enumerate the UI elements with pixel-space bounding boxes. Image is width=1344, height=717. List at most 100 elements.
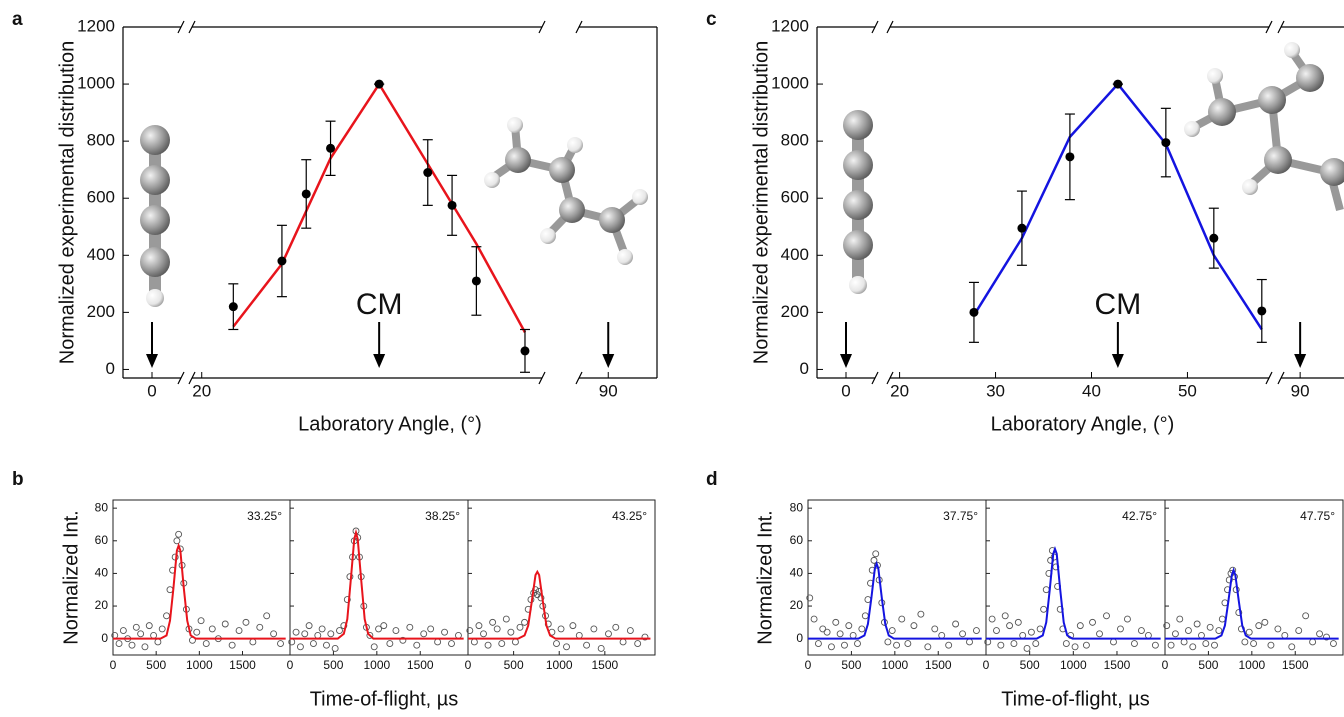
arrow-head [146,354,158,368]
data-point [209,626,215,632]
y-tick-label: 60 [790,533,804,547]
data-point [850,632,856,638]
data-point [129,642,135,648]
x-tick-label: 1000 [546,658,573,672]
data-point [421,631,427,637]
data-point [1282,632,1288,638]
arrow-head [602,354,614,368]
molecule-diacetylene-c [843,110,873,294]
data-point [277,257,286,266]
molecule-isoprene-c [1184,42,1344,210]
data-point [1090,619,1096,625]
data-point [558,626,564,632]
x-tick-label: 500 [841,658,861,672]
data-point [423,168,432,177]
y-tick-label: 60 [95,533,109,547]
data-point [1211,642,1217,648]
panel-letter: d [706,469,718,490]
data-point [517,624,523,630]
data-point [1024,645,1030,651]
angle-label: 38.25° [425,509,460,523]
x-tick-label: 20 [890,381,909,400]
data-point [1043,587,1049,593]
x-axis-title: Laboratory Angle, (°) [298,413,482,435]
x-tick-label: 0 [147,381,156,400]
data-point [1194,621,1200,627]
data-point [155,639,161,645]
data-point [911,623,917,629]
data-point [176,531,182,537]
y-axis-title: Normalized Int. [754,510,776,645]
data-point [257,624,263,630]
data-point [336,628,342,634]
x-tick-label: 0 [983,658,990,672]
data-point [471,639,477,645]
y-tick-label: 1200 [77,16,115,35]
data-point [302,631,308,637]
data-point [120,628,126,634]
x-tick-label: 1500 [1282,658,1309,672]
data-point [598,645,604,651]
subpanel-frame [1165,500,1343,655]
data-point [1246,629,1252,635]
data-point [1251,641,1257,647]
y-tick-label: 40 [790,566,804,580]
data-point [323,642,329,648]
data-point [620,639,626,645]
data-point [613,624,619,630]
data-point [859,626,865,632]
fit-line [468,572,650,639]
x-tick-label: 1500 [925,658,952,672]
data-point [472,276,481,285]
data-point [1117,626,1123,632]
data-point [1077,623,1083,629]
data-point [1310,639,1316,645]
angle-label: 43.25° [612,509,647,523]
data-point [820,626,826,632]
y-tick-label: 600 [87,188,115,207]
data-point [133,624,139,630]
y-tick-label: 600 [781,188,809,207]
y-tick-label: 20 [790,598,804,612]
data-point [1219,616,1225,622]
data-point [1177,616,1183,622]
data-point [522,619,528,625]
data-point [138,631,144,637]
data-point [159,626,165,632]
data-point [1275,626,1281,632]
data-point [833,619,839,625]
y-tick-label: 800 [87,131,115,150]
x-tick-label: 30 [986,381,1005,400]
annotation: CM [356,288,403,321]
x-tick-label: 90 [1291,381,1310,400]
data-point [1262,619,1268,625]
data-point [1330,641,1336,647]
data-point [393,628,399,634]
data-point [973,628,979,634]
x-axis-title: Laboratory Angle, (°) [991,413,1175,435]
data-point [894,642,900,648]
y-tick-label: 0 [800,359,809,378]
fit-line [113,546,286,639]
data-point [198,618,204,624]
data-point [1216,628,1222,634]
x-tick-label: 500 [1020,658,1040,672]
data-point [306,623,312,629]
data-point [918,611,924,617]
x-tick-label: 1000 [1060,658,1087,672]
data-point [297,644,303,650]
y-tick-label: 0 [101,631,108,645]
data-point [553,641,559,647]
data-point [1242,639,1248,645]
arrow-head [1112,354,1124,368]
data-point [448,201,457,210]
data-point [564,644,570,650]
data-point [1007,623,1013,629]
data-point [508,629,514,635]
data-point [222,621,228,627]
data-point [854,641,860,647]
data-point [381,623,387,629]
x-tick-label: 1500 [591,658,618,672]
data-point [490,619,496,625]
y-axis-title: Normalized Int. [60,510,82,645]
